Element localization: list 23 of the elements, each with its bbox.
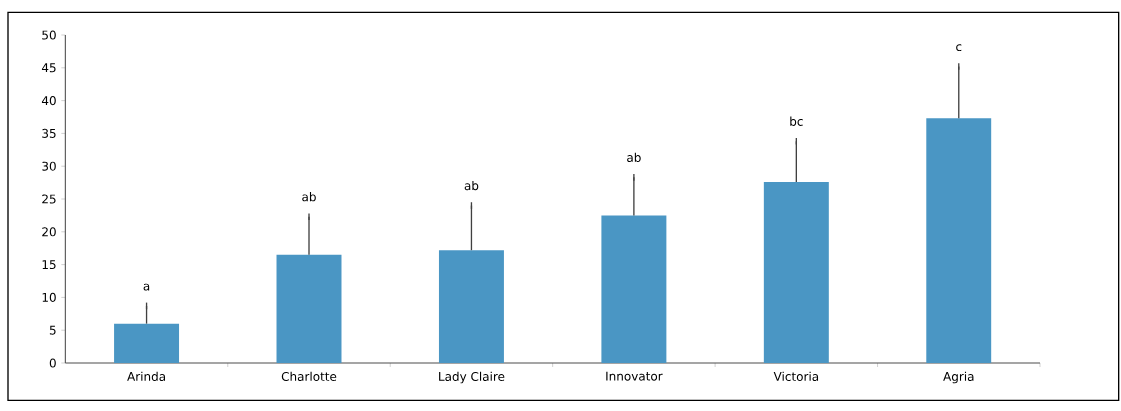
annotation: a (143, 283, 150, 291)
x-tick-label: Agria (943, 371, 974, 384)
y-tick-label: 20 (42, 227, 56, 237)
x-tick-label: Innovator (606, 371, 663, 381)
y-tick-label: 30 (42, 161, 56, 171)
y-tick-label: 5 (49, 325, 56, 335)
y-tick-label: 45 (41, 63, 56, 73)
annotation: c (956, 44, 962, 52)
x-tick-label: Victoria (773, 371, 819, 381)
y-tick-label: 25 (42, 194, 56, 204)
y-tick-label: 0 (49, 358, 56, 368)
annotation: ab (464, 180, 479, 191)
x-tick-label: Arinda (127, 371, 166, 381)
y-tick-label: 35 (42, 128, 56, 138)
annotation: ab (627, 152, 641, 162)
x-tick-label: Lady Claire (439, 371, 505, 384)
y-tick-label: 15 (42, 260, 56, 270)
annotation: ab (302, 192, 316, 202)
y-tick-label: 50 (42, 30, 56, 40)
y-tick-label: 40 (41, 96, 56, 106)
x-tick-label: Charlotte (281, 371, 337, 381)
y-tick-label: 10 (42, 292, 56, 302)
annotation: bc (790, 116, 803, 126)
